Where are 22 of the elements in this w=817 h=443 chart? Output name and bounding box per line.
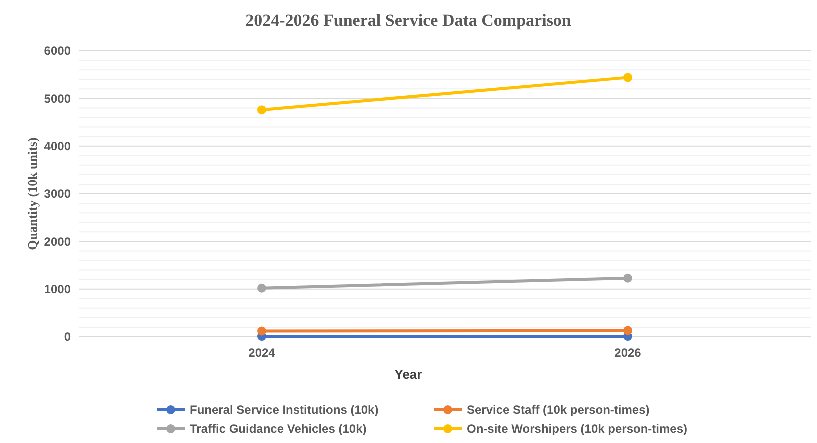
- y-tick-label: 2000: [44, 234, 72, 249]
- y-tick-label: 4000: [44, 140, 72, 154]
- y-tick-label: 5000: [44, 92, 72, 106]
- legend-label: On-site Worshipers (10k person-times): [467, 422, 688, 436]
- legend-label: Service Staff (10k person-times): [467, 403, 650, 418]
- point: [624, 274, 632, 283]
- y-tick-label: 0: [64, 330, 72, 344]
- y-tick-label: 3000: [44, 187, 72, 202]
- point: [258, 284, 266, 293]
- point: [624, 326, 632, 336]
- point: [624, 73, 632, 82]
- y-axis-title: Quantity (10k units): [25, 138, 40, 250]
- legend-label: Funeral Service Institutions (10k): [190, 403, 379, 418]
- point: [258, 106, 266, 115]
- y-tick-label: 1000: [44, 282, 72, 297]
- y-tick-label: 6000: [44, 44, 72, 58]
- x-axis-title: Year: [394, 367, 422, 382]
- point: [258, 326, 266, 336]
- chart-title: 2024-2026 Funeral Service Data Comparison: [246, 11, 572, 30]
- x-tick-label: 2024: [248, 346, 276, 360]
- x-tick-label: 2026: [614, 346, 642, 360]
- legend-label: Traffic Guidance Vehicles (10k): [190, 422, 367, 436]
